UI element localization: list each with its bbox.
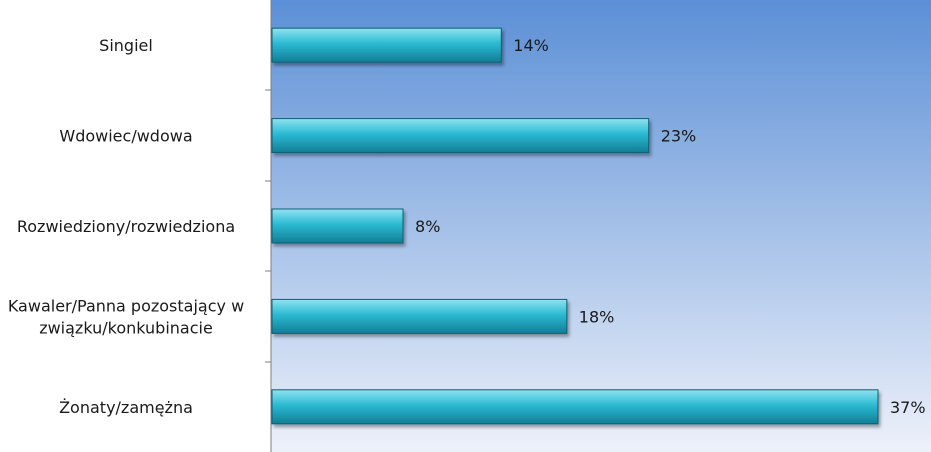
category-label: Singiel bbox=[99, 36, 153, 55]
data-label: 23% bbox=[661, 127, 697, 146]
category-label-line: Wdowiec/wdowa bbox=[59, 127, 192, 146]
category-labels: Singiel Wdowiec/wdowa Rozwiedziony/rozwied… bbox=[8, 36, 244, 417]
category-label: Żonaty/zamężna bbox=[59, 398, 193, 417]
category-label: Kawaler/Panna pozostający w związku/konku… bbox=[8, 296, 244, 337]
category-label-line: Singiel bbox=[99, 36, 153, 55]
data-label: 37% bbox=[890, 398, 926, 417]
category-label: Rozwiedziony/rozwiedziona bbox=[17, 217, 235, 236]
category-label-line: Żonaty/zamężna bbox=[59, 398, 193, 417]
bar bbox=[271, 118, 650, 154]
bar bbox=[271, 389, 879, 425]
category-label-line: Kawaler/Panna pozostający w bbox=[8, 296, 244, 315]
category-label-line: związku/konkubinacie bbox=[39, 318, 213, 337]
bar bbox=[271, 208, 404, 244]
data-label: 18% bbox=[579, 307, 615, 326]
data-label: 8% bbox=[415, 217, 440, 236]
data-label: 14% bbox=[513, 36, 549, 55]
bar bbox=[271, 27, 502, 63]
data-labels: 14% 23% 8% 18% 37% bbox=[415, 36, 926, 417]
y-axis-ticks bbox=[265, 89, 271, 363]
category-label-line: Rozwiedziony/rozwiedziona bbox=[17, 217, 235, 236]
bars-group bbox=[271, 27, 879, 425]
bar bbox=[271, 298, 568, 334]
category-label: Wdowiec/wdowa bbox=[59, 127, 192, 146]
